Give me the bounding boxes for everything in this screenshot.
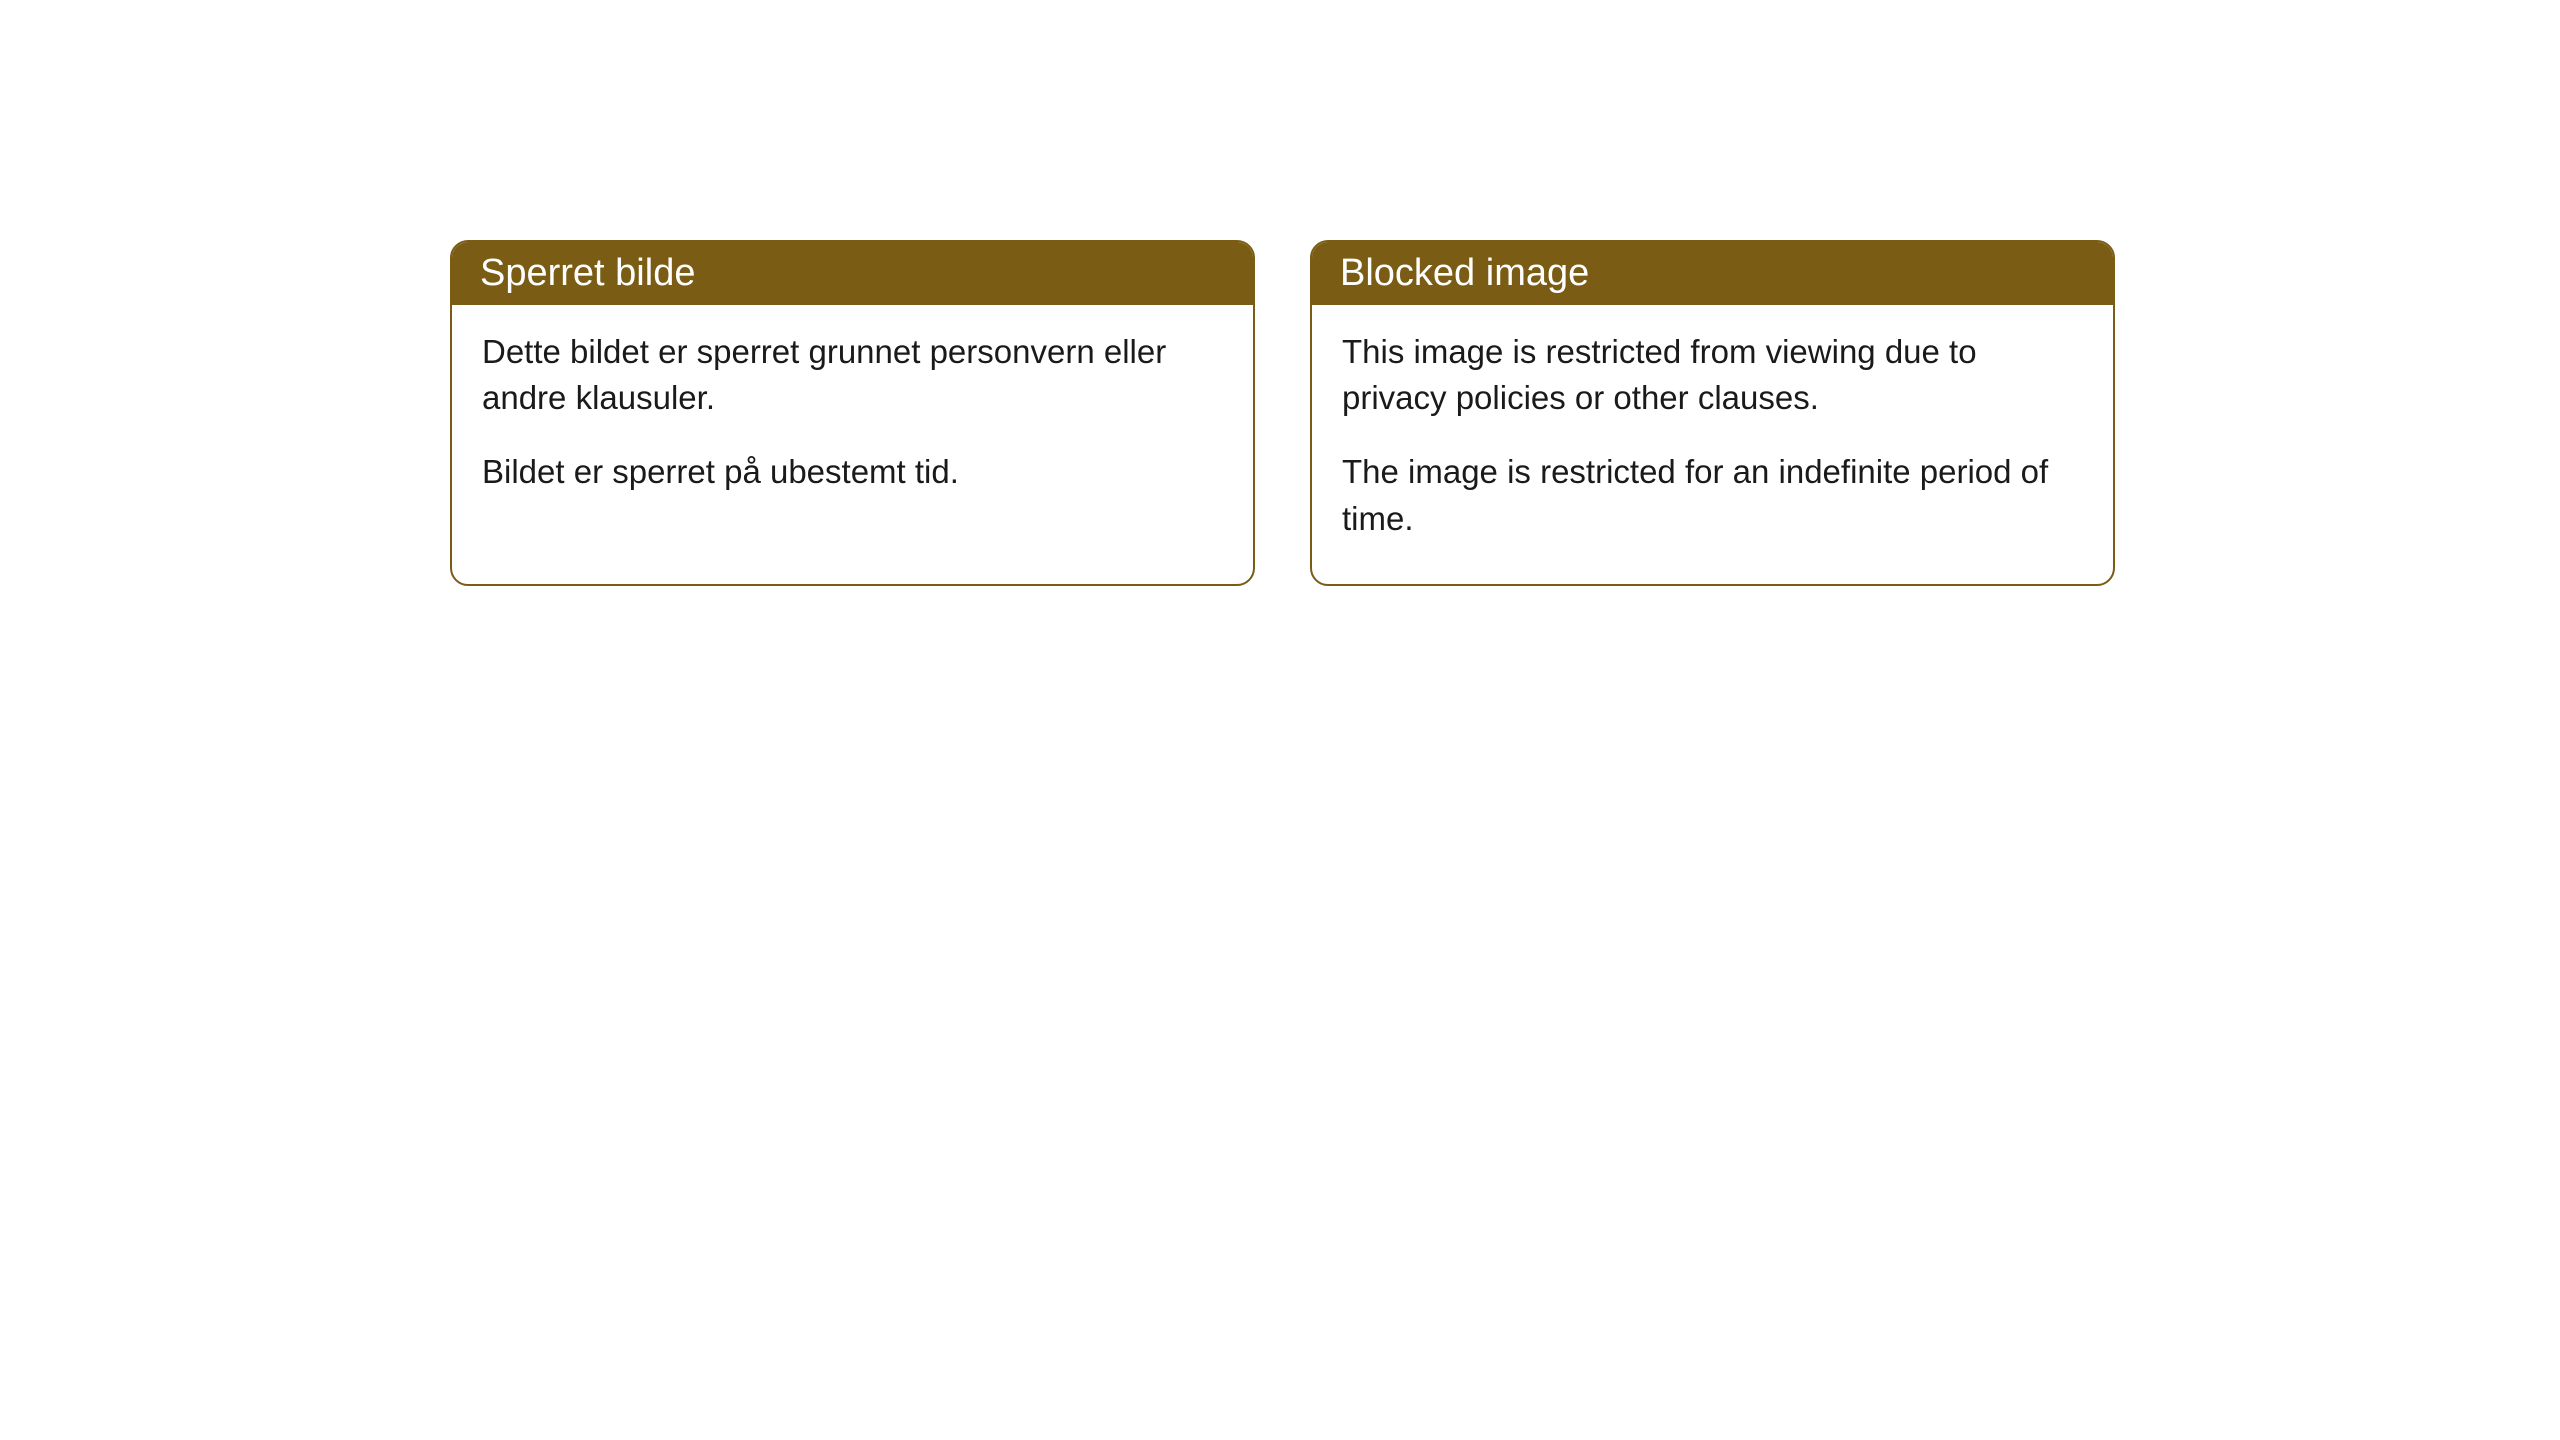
notice-header-english: Blocked image <box>1312 242 2113 305</box>
notice-title: Blocked image <box>1340 252 1589 294</box>
notice-paragraph-2: The image is restricted for an indefinit… <box>1342 449 2083 541</box>
notice-body-english: This image is restricted from viewing du… <box>1312 305 2113 584</box>
notice-title: Sperret bilde <box>480 252 695 294</box>
notice-paragraph-2: Bildet er sperret på ubestemt tid. <box>482 449 1223 495</box>
notice-paragraph-1: Dette bildet er sperret grunnet personve… <box>482 329 1223 421</box>
notice-header-norwegian: Sperret bilde <box>452 242 1253 305</box>
notice-body-norwegian: Dette bildet er sperret grunnet personve… <box>452 305 1253 538</box>
notice-card-english: Blocked image This image is restricted f… <box>1310 240 2115 586</box>
notice-paragraph-1: This image is restricted from viewing du… <box>1342 329 2083 421</box>
notice-card-norwegian: Sperret bilde Dette bildet er sperret gr… <box>450 240 1255 586</box>
notice-container: Sperret bilde Dette bildet er sperret gr… <box>0 0 2560 586</box>
